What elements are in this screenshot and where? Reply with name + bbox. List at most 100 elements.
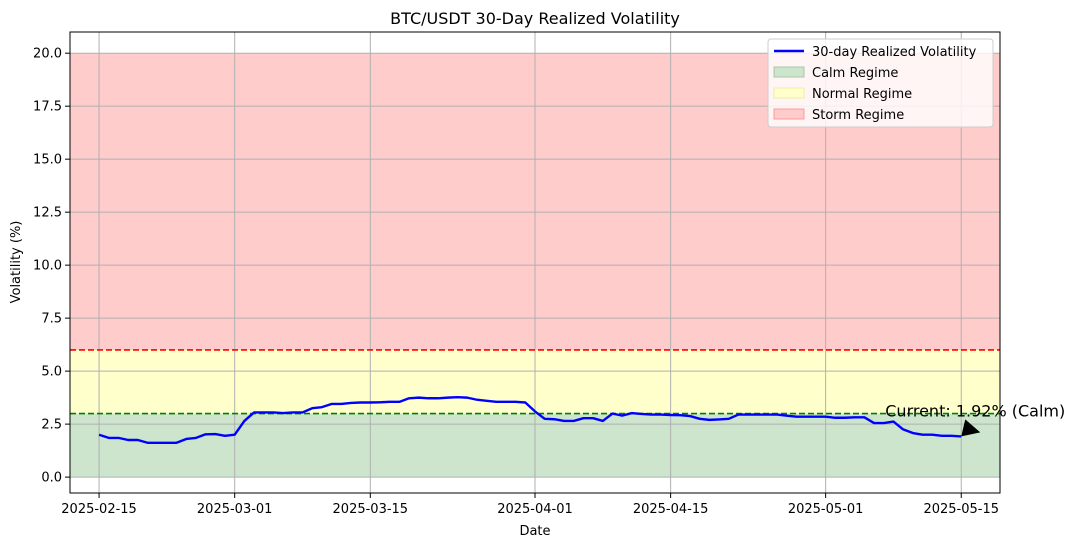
data-point [204, 433, 206, 435]
data-point [485, 400, 487, 402]
data-point [379, 401, 381, 403]
data-point [350, 402, 352, 404]
data-point [156, 442, 158, 444]
data-point [950, 435, 952, 437]
x-tick-label: 2025-04-01 [497, 502, 573, 517]
series-line-0 [98, 396, 962, 444]
data-point [418, 396, 420, 398]
legend-box [767, 38, 994, 128]
x-tick-label: 2025-04-15 [633, 502, 709, 517]
legend: 30-day Realized Volatility Calm Regime Nor… [767, 38, 994, 128]
data-point [146, 442, 148, 444]
data-point [553, 418, 555, 420]
x-tick-label: 2025-03-01 [197, 502, 273, 517]
legend-label: Normal Regime [812, 87, 912, 102]
data-point [505, 401, 507, 403]
series-group [98, 396, 962, 444]
data-point [253, 411, 255, 413]
data-point [728, 418, 730, 420]
x-tick-label: 2025-03-15 [333, 502, 409, 517]
data-point [330, 403, 332, 405]
data-point [456, 396, 458, 398]
data-point [437, 397, 439, 399]
x-tick-label: 2025-05-15 [923, 502, 999, 517]
annotation-text: Current: 1.92% (Calm) [885, 401, 1065, 420]
data-point [679, 414, 681, 416]
data-point [224, 435, 226, 437]
data-point [447, 396, 449, 398]
x-axis-title: Date [519, 524, 550, 539]
legend-patch-swatch [773, 87, 805, 99]
data-point [175, 442, 177, 444]
data-point [543, 418, 545, 420]
data-point [563, 420, 565, 422]
data-point [369, 401, 371, 403]
data-point [311, 407, 313, 409]
data-point [650, 413, 652, 415]
y-tick-label: 2.5 [41, 418, 62, 433]
data-point [815, 415, 817, 417]
data-point [321, 406, 323, 408]
data-point [195, 437, 197, 439]
data-point [137, 439, 139, 441]
legend-patch-swatch [773, 108, 805, 120]
legend-label: 30-day Realized Volatility [812, 45, 977, 60]
y-tick-label: 0.0 [41, 471, 62, 486]
data-point [514, 401, 516, 403]
data-point [747, 413, 749, 415]
threshold-lines [70, 349, 1000, 415]
data-point [243, 420, 245, 422]
data-point [795, 415, 797, 417]
data-point [185, 438, 187, 440]
data-point [853, 416, 855, 418]
data-point [824, 415, 826, 417]
data-point [495, 401, 497, 403]
data-point [292, 411, 294, 413]
data-point [737, 413, 739, 415]
data-point [301, 411, 303, 413]
data-point [166, 442, 168, 444]
y-axis-ticks: 0.0 2.5 5.0 7.5 10.0 12.5 15.0 17.5 20.0 [33, 47, 70, 486]
data-point [534, 410, 536, 412]
data-point [359, 401, 361, 403]
data-point [466, 396, 468, 398]
chart-title: BTC/USDT 30-Day Realized Volatility [390, 9, 680, 28]
data-point [388, 401, 390, 403]
data-point [902, 428, 904, 430]
data-point [592, 417, 594, 419]
data-point [602, 420, 604, 422]
data-point [698, 418, 700, 420]
data-point [524, 401, 526, 403]
data-point [805, 415, 807, 417]
y-axis-title: Volatility (%) [9, 221, 24, 304]
data-point [776, 413, 778, 415]
data-point [640, 413, 642, 415]
data-point [621, 414, 623, 416]
data-point [233, 434, 235, 436]
data-point [631, 412, 633, 414]
data-point [660, 413, 662, 415]
data-point [476, 399, 478, 401]
x-tick-label: 2025-02-15 [61, 502, 137, 517]
y-tick-label: 10.0 [33, 259, 62, 274]
data-point [883, 422, 885, 424]
data-point [573, 420, 575, 422]
x-axis-ticks: 2025-02-15 2025-03-01 2025-03-15 2025-04-01… [61, 493, 999, 517]
legend-patch-swatch [773, 66, 805, 78]
y-tick-label: 7.5 [41, 312, 62, 327]
data-point [263, 411, 265, 413]
data-point [398, 401, 400, 403]
data-point [931, 434, 933, 436]
data-point [921, 434, 923, 436]
legend-label: Calm Regime [812, 66, 898, 81]
data-point [863, 416, 865, 418]
data-point [108, 437, 110, 439]
legend-label: Storm Regime [812, 108, 904, 123]
data-point [912, 432, 914, 434]
data-point [708, 419, 710, 421]
data-point [941, 435, 943, 437]
data-point [117, 437, 119, 439]
data-point [582, 417, 584, 419]
data-point [718, 418, 720, 420]
